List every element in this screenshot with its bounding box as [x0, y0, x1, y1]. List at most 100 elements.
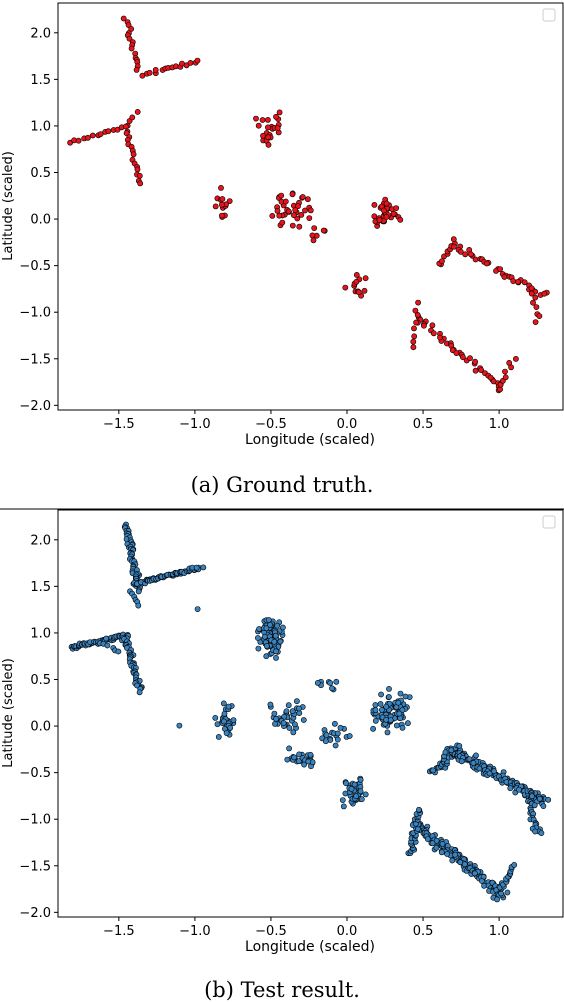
data-point [332, 742, 339, 749]
data-point [372, 707, 379, 713]
data-point [372, 717, 379, 724]
data-point [362, 791, 369, 798]
data-point [516, 786, 522, 793]
data-point [528, 290, 535, 297]
data-point [362, 275, 369, 282]
x-tick-label: −1.0 [179, 924, 211, 939]
data-point [299, 194, 306, 200]
data-point [462, 251, 469, 258]
data-point [478, 367, 484, 373]
data-point [97, 131, 104, 137]
data-point [353, 793, 359, 800]
data-point [511, 862, 518, 868]
data-point [329, 685, 335, 692]
data-point [269, 212, 276, 219]
data-point [545, 796, 552, 803]
data-point [472, 256, 479, 263]
data-point [412, 307, 419, 314]
data-point [279, 624, 286, 631]
data-point [450, 236, 457, 243]
data-point [271, 710, 278, 717]
panel-a-x-ticks: −1.5 −1.0 −0.5 0.0 0.5 1.0 [103, 410, 509, 432]
data-point [453, 350, 460, 356]
data-point [122, 123, 129, 130]
data-point [461, 861, 468, 868]
data-point [256, 626, 262, 632]
data-point [220, 718, 227, 725]
data-point [279, 219, 286, 226]
data-point [280, 720, 287, 726]
data-point [300, 717, 307, 723]
data-point [413, 319, 419, 326]
data-point [253, 115, 259, 122]
data-point [467, 355, 473, 362]
data-point [282, 198, 289, 205]
data-point [420, 322, 427, 329]
data-point [334, 730, 341, 737]
data-point [449, 857, 456, 864]
data-point [75, 137, 82, 144]
data-point [536, 795, 543, 802]
data-point [264, 124, 271, 131]
data-point [438, 849, 445, 856]
data-point [497, 266, 503, 272]
data-point [276, 109, 283, 116]
data-point [194, 57, 201, 64]
data-point [351, 781, 358, 788]
data-point [134, 109, 141, 115]
data-point [515, 278, 521, 285]
data-point [470, 760, 477, 766]
data-point [429, 322, 436, 329]
data-point [532, 319, 539, 325]
y-tick-label: −2.0 [19, 399, 51, 414]
panel-a-caption: (a) Ground truth. [191, 473, 374, 497]
data-point [274, 125, 281, 132]
data-point [187, 60, 194, 66]
panel-a-x-axis-label: Longitude (scaled) [245, 432, 375, 448]
y-tick-label: −0.5 [19, 259, 51, 274]
data-point [220, 700, 227, 707]
data-point [376, 217, 383, 224]
data-point [442, 749, 449, 756]
x-tick-label: −1.5 [103, 417, 135, 432]
data-point [439, 841, 446, 847]
y-tick-label: 0.0 [30, 720, 51, 735]
data-point [510, 278, 517, 284]
data-point [227, 724, 234, 731]
data-point [333, 678, 340, 685]
data-point [377, 701, 384, 707]
data-point [135, 602, 142, 609]
data-point [320, 227, 327, 234]
data-point [146, 69, 153, 76]
data-point [540, 803, 547, 809]
data-point [346, 733, 353, 739]
panel-b-y-ticks: −2.0 −1.5 −1.0 −0.5 0.0 0.5 1.0 1.5 2.0 [19, 533, 58, 921]
y-tick-label: −1.0 [19, 306, 51, 321]
y-tick-label: −1.0 [19, 813, 51, 828]
panel-b-points [68, 521, 552, 903]
data-point [444, 851, 450, 857]
data-point [314, 680, 321, 686]
data-point [273, 655, 279, 661]
data-point [219, 196, 226, 202]
data-point [291, 721, 298, 728]
data-point [397, 216, 404, 223]
y-tick-label: 1.0 [30, 119, 51, 134]
data-point [104, 642, 111, 649]
data-point [289, 708, 296, 715]
data-point [260, 132, 266, 139]
x-tick-label: 0.0 [337, 924, 358, 939]
data-point [254, 635, 261, 641]
data-point [501, 274, 508, 280]
data-point [386, 686, 392, 692]
data-point [292, 207, 299, 213]
data-point [194, 606, 201, 612]
data-point [424, 836, 431, 842]
y-tick-label: 1.0 [30, 626, 51, 641]
data-point [340, 803, 347, 810]
data-point [309, 232, 316, 239]
data-point [411, 325, 417, 332]
data-point [357, 776, 364, 783]
data-point [433, 844, 440, 851]
data-point [136, 172, 143, 179]
